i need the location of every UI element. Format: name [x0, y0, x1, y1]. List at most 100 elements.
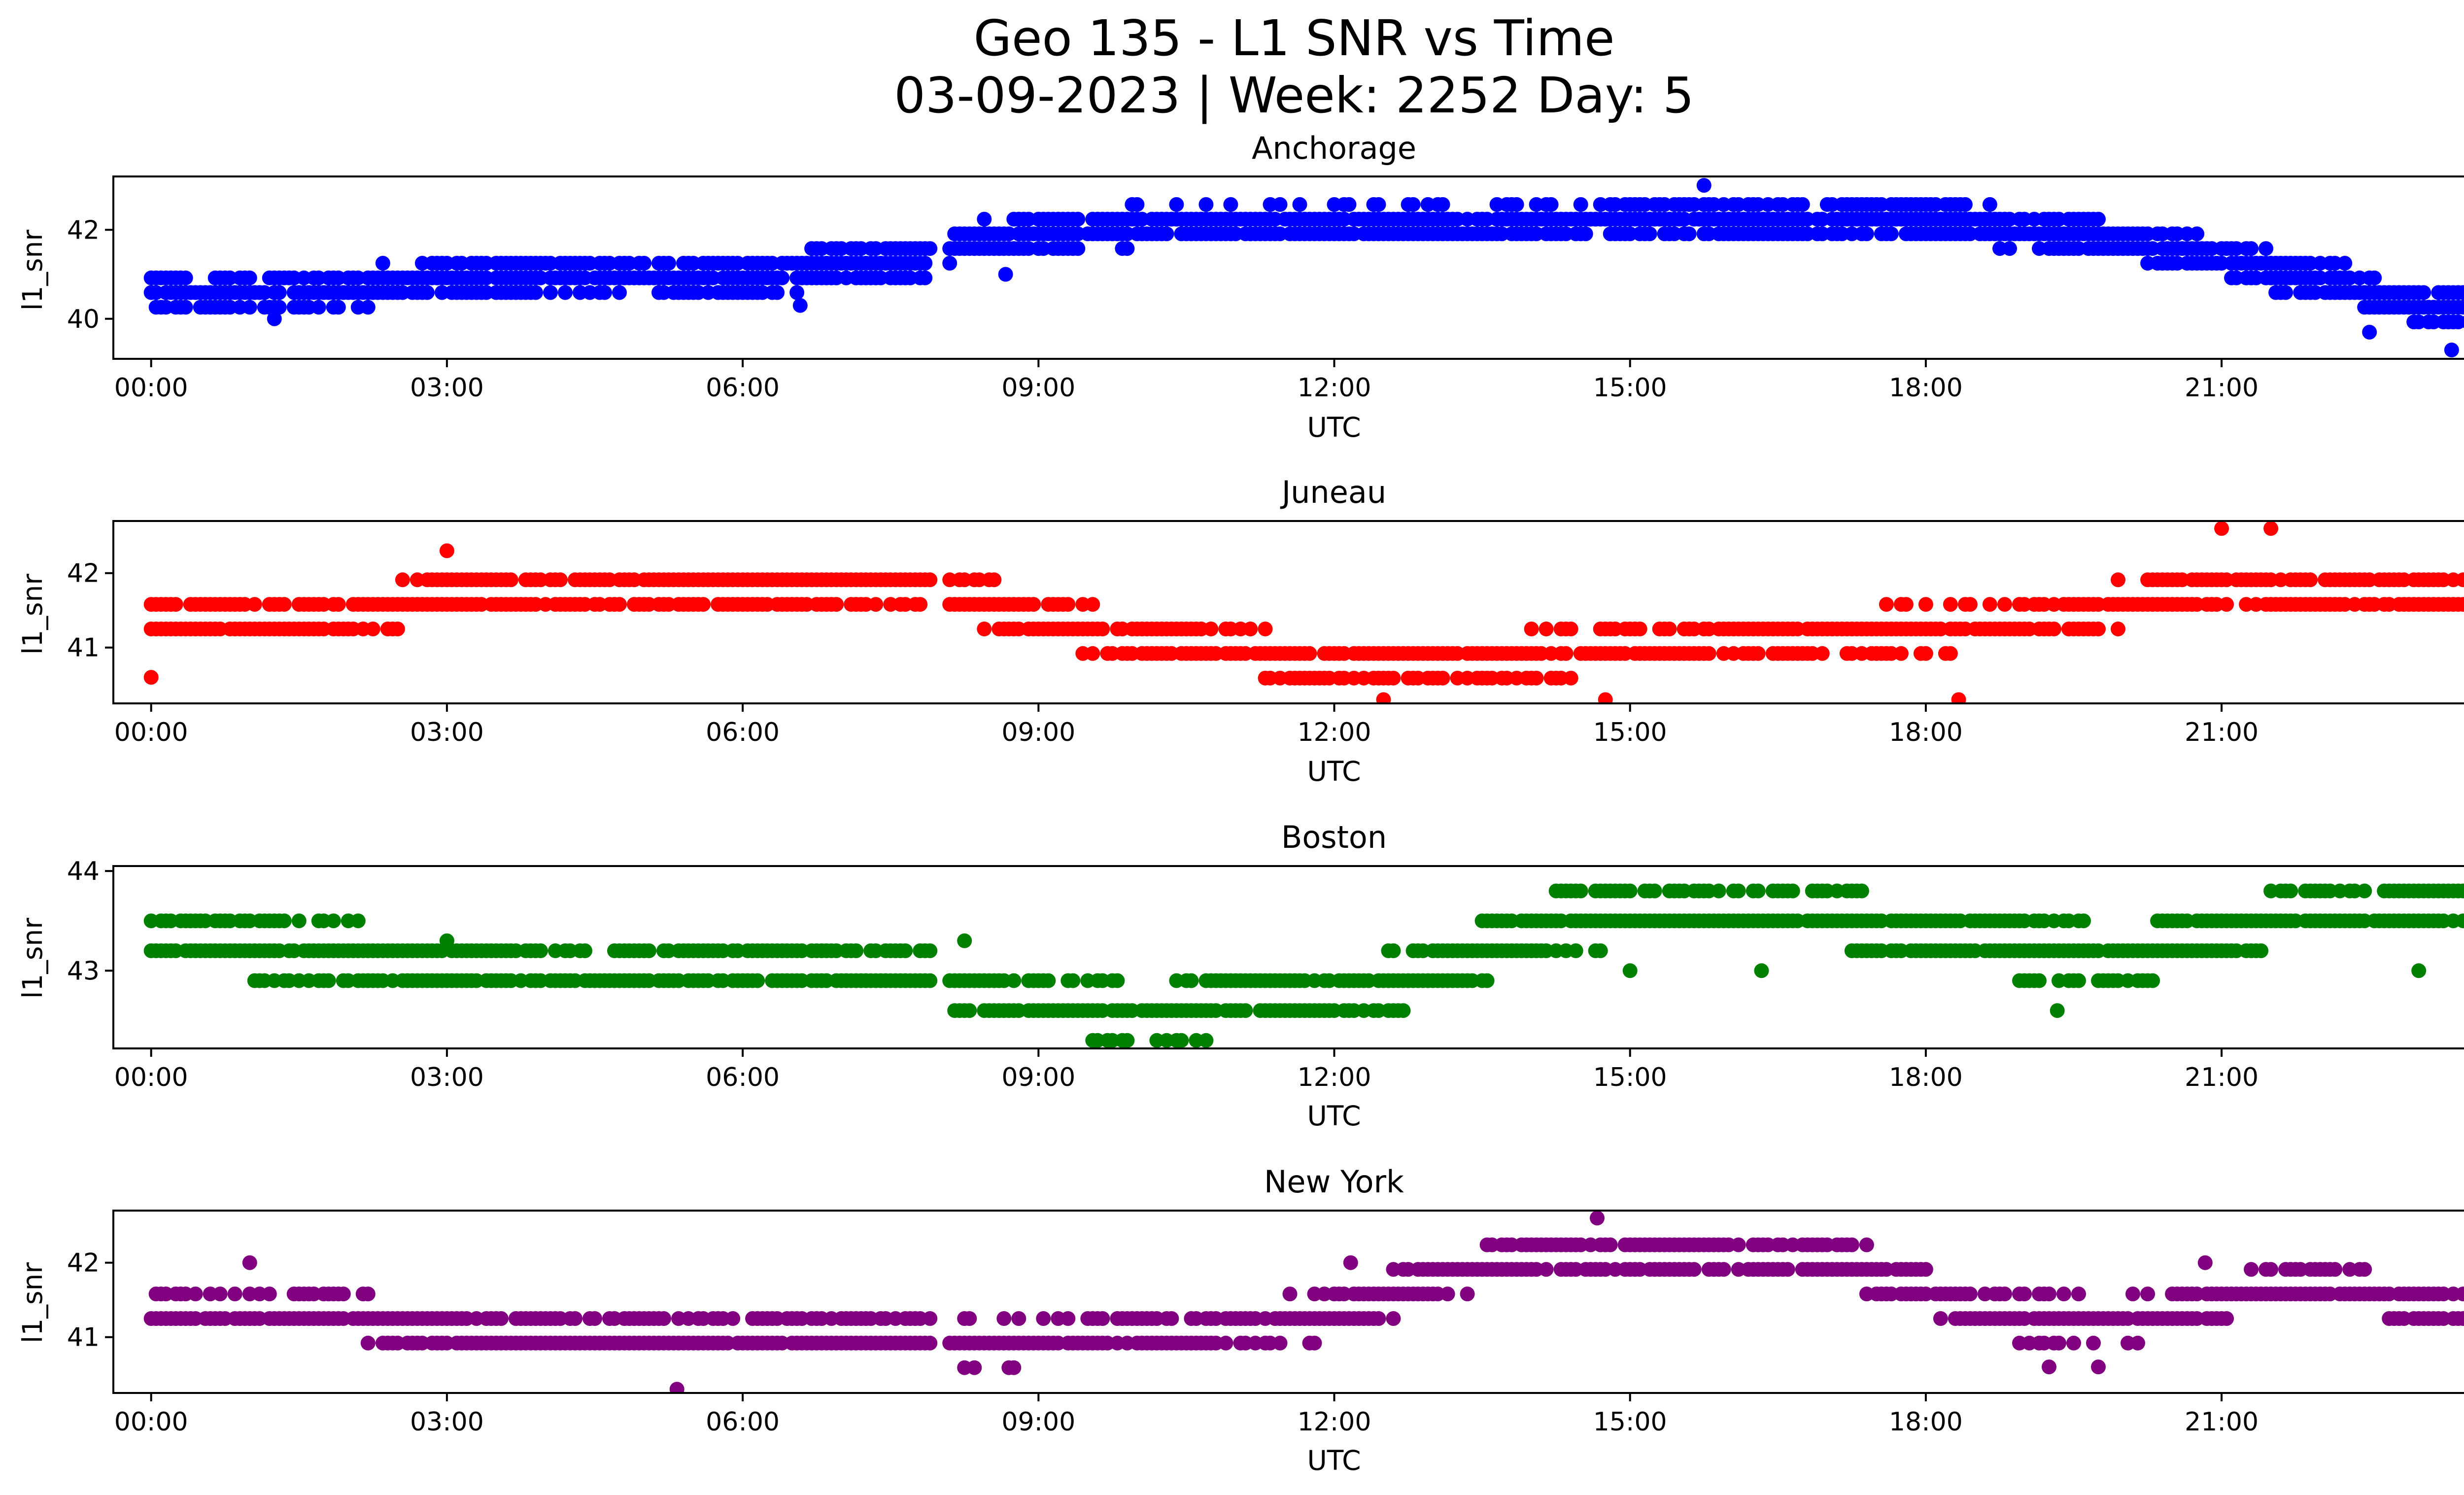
data-point	[1218, 1335, 1233, 1351]
data-point	[1238, 1003, 1253, 1018]
data-point	[1918, 597, 1933, 612]
data-point	[2032, 973, 2047, 988]
data-point	[1440, 1286, 1455, 1302]
data-point	[1716, 1262, 1731, 1277]
data-point	[1622, 883, 1638, 899]
y-tick-label: 42	[67, 1249, 100, 1278]
data-point	[1070, 211, 1086, 227]
data-point	[375, 256, 390, 271]
data-point	[1203, 622, 1219, 636]
data-point-outlier	[439, 933, 454, 948]
data-points	[143, 1211, 2464, 1393]
data-point	[1780, 1262, 1795, 1277]
data-point	[1026, 597, 1041, 612]
x-tick-label: 21:00	[2185, 718, 2259, 747]
data-point	[2461, 914, 2464, 927]
data-point	[1603, 1237, 1618, 1252]
data-point	[2130, 1335, 2145, 1351]
data-point	[1036, 1311, 1051, 1326]
data-point	[1662, 622, 1677, 636]
data-point	[587, 1311, 602, 1326]
data-point	[2086, 1335, 2101, 1351]
data-point	[568, 1311, 582, 1326]
data-point	[725, 1311, 741, 1326]
data-point	[1982, 597, 1997, 612]
data-point-outlier	[957, 933, 972, 948]
x-tick-label: 21:00	[2185, 1063, 2259, 1092]
data-point	[2125, 1286, 2140, 1302]
data-point	[1164, 1311, 1179, 1326]
data-point	[1933, 1311, 1948, 1326]
data-point	[390, 622, 405, 636]
data-point	[1814, 646, 1830, 661]
data-point	[1918, 1262, 1933, 1277]
data-point	[2066, 1335, 2081, 1351]
x-tick-label: 09:00	[1001, 1407, 1075, 1437]
x-tick-label: 06:00	[706, 1063, 780, 1092]
data-point	[923, 1335, 938, 1351]
data-point	[996, 1311, 1012, 1326]
data-point	[1095, 1311, 1110, 1326]
y-tick-label: 44	[67, 857, 100, 886]
data-point	[1578, 226, 1593, 242]
data-point	[918, 270, 933, 285]
data-point	[2047, 622, 2061, 636]
y-tick-label: 43	[67, 956, 100, 986]
data-point	[1957, 197, 1973, 212]
data-point	[1509, 197, 1524, 212]
data-point	[2303, 572, 2318, 588]
data-point	[1558, 646, 1574, 661]
data-point-outlier	[143, 670, 159, 685]
data-point	[1371, 1311, 1386, 1326]
data-point	[1272, 197, 1288, 212]
data-point	[321, 973, 336, 988]
x-tick-label: 03:00	[410, 1063, 484, 1092]
data-point	[272, 300, 287, 315]
data-point-outlier	[267, 311, 282, 326]
data-point	[1731, 883, 1746, 899]
data-point	[1563, 622, 1578, 636]
data-point	[1386, 1311, 1401, 1326]
data-point	[1041, 973, 1056, 988]
x-tick-label: 18:00	[1889, 1063, 1963, 1092]
data-point	[1282, 1286, 1298, 1302]
data-point	[661, 256, 676, 271]
subplot-title: Boston	[1281, 819, 1387, 855]
data-point	[1243, 622, 1258, 636]
data-point	[1169, 197, 1184, 212]
y-tick-label: 41	[67, 1323, 100, 1353]
data-point	[2091, 622, 2106, 636]
data-point	[923, 973, 938, 988]
data-point	[1573, 883, 1588, 899]
data-point	[1302, 646, 1317, 661]
data-point	[1686, 1262, 1702, 1277]
data-point	[2076, 913, 2091, 929]
data-point	[2254, 943, 2269, 958]
data-point	[987, 572, 1002, 588]
data-point	[1371, 197, 1386, 212]
data-points	[143, 521, 2464, 703]
data-point	[528, 285, 543, 300]
subplot-title: New York	[1264, 1164, 1404, 1200]
data-point	[1524, 622, 1539, 636]
subplot-anchorage: Anchorage UTC l1_snr	[17, 130, 1416, 443]
x-tick-label: 00:00	[114, 718, 188, 747]
data-point	[1962, 1286, 1978, 1302]
data-point	[2219, 597, 2234, 612]
data-point	[331, 300, 346, 315]
data-point	[1120, 1033, 1135, 1048]
data-point	[272, 285, 287, 300]
data-point	[962, 1311, 977, 1326]
data-point	[1460, 1286, 1475, 1302]
x-tick-label: 21:00	[2185, 373, 2259, 403]
data-point	[1539, 1262, 1554, 1277]
data-point-outlier	[2042, 1359, 2056, 1375]
data-point	[1529, 670, 1544, 686]
data-point	[1568, 943, 1583, 958]
y-axis-label: l1_snr	[17, 574, 48, 655]
data-point	[326, 913, 341, 929]
data-point	[913, 597, 928, 612]
data-point	[2002, 241, 2017, 256]
x-tick-label: 18:00	[1889, 718, 1963, 747]
